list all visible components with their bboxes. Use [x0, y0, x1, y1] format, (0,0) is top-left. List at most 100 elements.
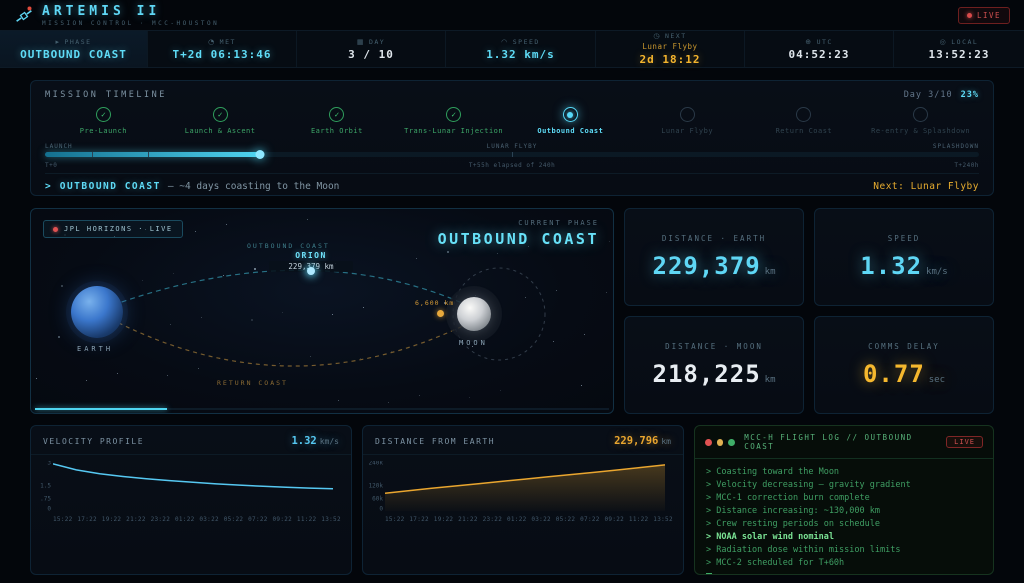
speed-value: 1.32 — [860, 252, 923, 280]
step-return-coast[interactable]: Return Coast — [746, 107, 863, 135]
map-progress-fill — [35, 408, 168, 410]
orbital-map-panel: JPL HORIZONS · LIVE CURRENT PHASE OUTBOU… — [30, 208, 614, 414]
status-cell-utc: ⊕ UTC 04:52:23 — [745, 31, 894, 67]
orion-spacecraft-marker[interactable] — [307, 267, 315, 275]
distance-from-earth-panel: DISTANCE FROM EARTH 229,796 km 240k 120k … — [362, 425, 684, 575]
live-badge[interactable]: LIVE — [957, 6, 1010, 24]
marker-launch: LAUNCH — [45, 143, 73, 150]
check-icon: ✓ — [95, 107, 111, 122]
pending-circle-icon — [796, 107, 812, 122]
terminal-cursor — [706, 573, 712, 574]
status-cell-met: ◔ MET T+2d 06:13:46 — [148, 31, 297, 67]
status-label: PHASE — [64, 37, 92, 46]
velocity-y-axis: 3 1.5 .75 0 — [40, 461, 51, 511]
app-logo: ARTEMIS II MISSION CONTROL · MCC-HOUSTON — [14, 4, 219, 27]
phase-icon: ▸ — [55, 37, 61, 46]
status-cell-phase: ▸ PHASE OUTBOUND COAST — [0, 31, 148, 67]
next-event-countdown: 2d 18:12 — [639, 53, 701, 66]
step-trans-lunar-injection[interactable]: ✓ Trans-Lunar Injection — [395, 107, 512, 135]
broadcast-icon — [966, 12, 972, 18]
live-dot-icon — [53, 226, 58, 232]
log-entry: > Crew resting periods on schedule — [706, 519, 880, 529]
step-reentry-splashdown[interactable]: Re-entry & Splashdown — [862, 107, 979, 135]
status-cell-day: ▦ DAY 3 / 10 — [297, 31, 446, 67]
mission-progress-bar: LAUNCH LUNAR FLYBY SPLASHDOWN T+0 T+55h … — [45, 143, 979, 171]
distance-plot-area — [384, 461, 666, 511]
flight-log-panel: MCC-H FLIGHT LOG // OUTBOUND COAST LIVE … — [694, 425, 994, 575]
current-phase-desc: — ~4 days coasting to the Moon — [167, 181, 340, 192]
flyby-distance-label: 6,600 km — [415, 299, 455, 307]
app-subtitle: MISSION CONTROL · MCC-HOUSTON — [42, 19, 220, 27]
chevron-icon[interactable]: > — [45, 181, 51, 192]
flyby-point-marker — [437, 310, 444, 317]
step-pre-launch[interactable]: ✓ Pre-Launch — [45, 107, 162, 135]
current-phase-label: CURRENT PHASE — [518, 219, 599, 227]
check-icon: ✓ — [329, 107, 345, 122]
distance-earth-value: 229,379 — [652, 252, 761, 280]
step-lunar-flyby[interactable]: Lunar Flyby — [629, 107, 746, 135]
map-progress-track — [35, 408, 609, 410]
timeline-title: MISSION TIMELINE — [45, 90, 167, 100]
active-dot-icon — [562, 107, 578, 122]
jpl-horizons-badge[interactable]: JPL HORIZONS · LIVE — [43, 220, 183, 238]
distance-chart-title: DISTANCE FROM EARTH — [375, 436, 496, 446]
next-phase-label: Next: Lunar Flyby — [873, 181, 979, 192]
step-outbound-coast[interactable]: Outbound Coast — [512, 107, 629, 135]
distance-current-value: 229,796 — [614, 435, 659, 447]
moon-sphere — [457, 297, 491, 331]
velocity-x-axis: 15:22 17:22 19:22 21:22 23:22 01:22 03:22 05:22… — [53, 516, 341, 523]
terminal-red-dot-icon — [705, 438, 712, 446]
speed-value: 1.32 km/s — [486, 47, 555, 61]
orion-distance-label: 229,379 km — [269, 261, 353, 272]
log-entry: > MCC-1 correction burn complete — [706, 493, 870, 503]
time-elapsed: T+55h elapsed of 240h — [468, 162, 556, 169]
progress-position-dot — [255, 150, 265, 159]
app-header: ARTEMIS II MISSION CONTROL · MCC-HOUSTON… — [0, 0, 1024, 30]
local-value: 13:52:23 — [928, 47, 990, 61]
card-speed: SPEED 1.32 km/s — [814, 208, 994, 306]
card-comms-delay: COMMS DELAY 0.77 sec — [814, 316, 994, 414]
log-entry: > Radiation dose within mission limits — [706, 545, 901, 555]
card-distance-earth: DISTANCE · EARTH 229,379 km — [624, 208, 804, 306]
gauge-icon: ◠ — [501, 37, 509, 46]
status-label: SPEED — [512, 37, 540, 46]
status-label: NEXT — [664, 32, 687, 40]
comms-delay-value: 0.77 — [862, 360, 925, 388]
earth-sphere — [71, 286, 123, 338]
progress-track — [45, 150, 979, 159]
check-icon: ✓ — [212, 107, 228, 122]
step-earth-orbit[interactable]: ✓ Earth Orbit — [279, 107, 396, 135]
check-icon: ✓ — [446, 107, 462, 122]
status-cell-local: ◎ LOCAL 13:52:23 — [894, 31, 1024, 67]
utc-value: 04:52:23 — [788, 47, 850, 61]
log-entry: > Coasting toward the Moon — [706, 467, 840, 477]
current-phase-value: OUTBOUND COAST — [437, 230, 599, 248]
log-entry: > Distance increasing: ~130,000 km — [706, 506, 880, 516]
clock-icon: ◔ — [208, 37, 216, 46]
flight-log-title: MCC-H FLIGHT LOG // OUTBOUND COAST — [744, 433, 913, 451]
day-value: 3 / 10 — [348, 47, 394, 61]
app-title: ARTEMIS II — [42, 3, 161, 19]
satellite-logo-icon — [14, 5, 34, 25]
stopwatch-icon: ◷ — [653, 32, 661, 40]
outbound-coast-label: OUTBOUND COAST — [247, 242, 330, 250]
status-cell-speed: ◠ SPEED 1.32 km/s — [446, 31, 596, 67]
mission-timeline-panel: MISSION TIMELINE Day 3/10 23% ✓ Pre-Launch… — [30, 80, 994, 196]
status-label: UTC — [816, 37, 833, 46]
step-launch-ascent[interactable]: ✓ Launch & Ascent — [162, 107, 279, 135]
timeline-day: Day 3/10 — [903, 90, 953, 100]
next-event-name: Lunar Flyby — [642, 42, 698, 51]
status-label: MET — [219, 37, 236, 46]
pending-circle-icon — [679, 107, 695, 122]
marker-splashdown: SPLASHDOWN — [932, 143, 979, 150]
marker-lunar-flyby: LUNAR FLYBY — [486, 143, 538, 150]
terminal-yellow-dot-icon — [716, 438, 724, 446]
orion-label: ORION — [295, 251, 327, 260]
location-icon: ◎ — [939, 37, 948, 46]
timeline-steps: ✓ Pre-Launch ✓ Launch & Ascent ✓ Earth Orbi… — [45, 107, 979, 135]
time-start: T+0 — [45, 162, 58, 169]
flight-log-live-badge[interactable]: LIVE — [946, 436, 983, 448]
globe-icon: ⊕ — [805, 37, 813, 46]
phase-value: OUTBOUND COAST — [20, 47, 127, 61]
velocity-current-value: 1.32 — [291, 435, 317, 447]
